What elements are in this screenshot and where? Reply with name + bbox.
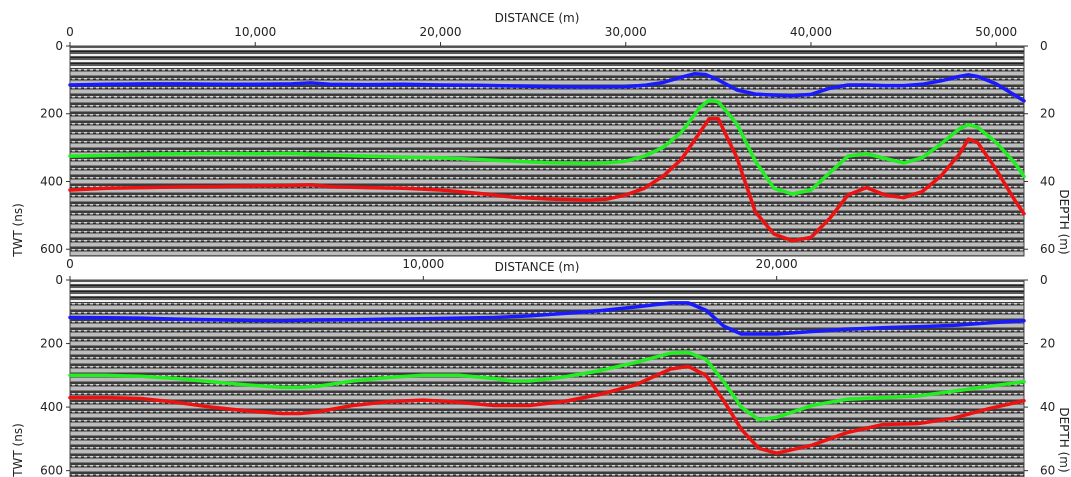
plot-area-1 — [70, 46, 1024, 256]
y-tick-label: 200 — [40, 337, 63, 351]
x-tick-label: 10,000 — [402, 257, 444, 271]
y2-ticks-1: 0 20 40 60 — [1024, 39, 1055, 256]
y2-tick-label: 20 — [1040, 107, 1055, 121]
plot-frame-1 — [69, 45, 1025, 257]
y2-tick-label: 20 — [1040, 337, 1055, 351]
y2-tick-label: 60 — [1040, 464, 1055, 477]
panel-1: 0 10,000 20,000 30,000 40,000 50,000 02004006… — [11, 11, 1071, 258]
x-tick-label: 10,000 — [234, 25, 276, 39]
y2-tick-label: 60 — [1040, 242, 1055, 256]
y-axis-title-2: TWT (ns) — [11, 423, 25, 477]
y2-axis-title-2: DEPTH (m) — [1057, 407, 1071, 472]
y2-tick-label: 0 — [1040, 273, 1048, 287]
y-tick-label: 400 — [40, 400, 63, 414]
x-axis-title-1: DISTANCE (m) — [495, 11, 580, 25]
series-line-1-2 — [68, 98, 1026, 196]
y2-ticks-2: 0 20 40 60 — [1024, 273, 1055, 477]
y-tick-label: 200 — [40, 107, 63, 121]
x-tick-label: 50,000 — [975, 25, 1017, 39]
plot-area-2-top-band — [70, 280, 1024, 302]
y-tick-label: 400 — [40, 174, 63, 188]
series-line-2-3 — [68, 364, 1026, 455]
series-line-2-1 — [68, 301, 1026, 336]
x-axis-title-2: DISTANCE (m) — [495, 260, 580, 274]
x-ticks-2: 0 10,000 20,000 — [66, 257, 798, 280]
y-ticks-2: 0 200 400 600 — [40, 273, 70, 477]
y2-axis-title-1: DEPTH (m) — [1057, 189, 1071, 254]
y-tick-label: 600 — [40, 242, 63, 256]
plot-frame-2 — [69, 279, 1025, 477]
plot-area-1-top-band — [70, 46, 1024, 68]
series-line-1-1 — [68, 72, 1026, 103]
x-tick-label: 0 — [66, 25, 74, 39]
y-tick-label: 0 — [55, 273, 63, 287]
x-tick-label: 20,000 — [756, 257, 798, 271]
y2-tick-label: 0 — [1040, 39, 1048, 53]
x-tick-label: 20,000 — [419, 25, 461, 39]
series-line-2-2 — [68, 350, 1026, 422]
y-tick-label: 0 — [55, 39, 63, 53]
x-tick-label: 40,000 — [790, 25, 832, 39]
x-tick-label: 0 — [66, 257, 74, 271]
x-ticks-1: 0 10,000 20,000 30,000 40,000 50,000 — [66, 25, 1017, 46]
series-layer-2 — [68, 301, 1026, 455]
y-tick-label: 600 — [40, 464, 63, 477]
panel-2: 0 10,000 20,000 0 200 400 600 0 20 40 60 DISTANC… — [11, 257, 1071, 477]
series-layer-1 — [68, 72, 1026, 243]
series-line-1-3 — [68, 117, 1026, 243]
y-ticks-1: 0 200 400 600 — [40, 39, 70, 256]
y2-tick-label: 40 — [1040, 400, 1055, 414]
y2-tick-label: 40 — [1040, 174, 1055, 188]
x-tick-label: 30,000 — [605, 25, 647, 39]
y-axis-title-1: TWT (ns) — [11, 203, 25, 258]
